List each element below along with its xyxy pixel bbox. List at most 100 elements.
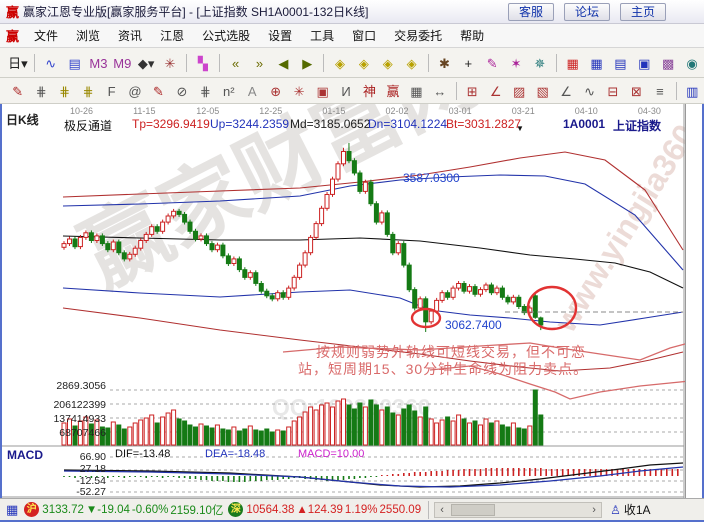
text-tool-icon[interactable]: A (247, 83, 257, 99)
menu-item-1[interactable]: 文件 (34, 29, 59, 43)
gann-fan-icon[interactable]: ∠ (489, 83, 502, 99)
pencil-tool-icon[interactable]: ✎ (12, 83, 24, 99)
trend-tool-icon[interactable]: ∿ (45, 55, 57, 71)
color-chart-icon[interactable]: ▚ (197, 55, 208, 71)
zoom-diamond-1-icon[interactable]: ◈ (335, 55, 346, 71)
x-axis-date: 03-21 (511, 106, 535, 116)
zoom-diamond-2-icon[interactable]: ◈ (358, 55, 369, 71)
quote-list-icon[interactable]: ▤ (68, 55, 81, 71)
shen-tool-icon[interactable]: 神 (363, 83, 377, 99)
toolbar-separator (455, 81, 457, 100)
annotation-text-line1: 按规则弱势外轨线可短线交易，但不可恋 (316, 344, 586, 360)
pan-hand-icon[interactable]: ✱ (438, 55, 450, 71)
toolbar-separator (323, 53, 325, 72)
draw-line-icon[interactable]: ✎ (486, 55, 498, 71)
crosshair-icon[interactable]: + (464, 55, 473, 71)
menu-item-6[interactable]: 设置 (268, 29, 293, 43)
symbol-name: 上证指数 (613, 119, 662, 133)
macd-axis-label-4: -52.27 (76, 486, 106, 498)
scrollbar-thumb[interactable] (451, 503, 496, 516)
home-button[interactable]: 主页 (620, 2, 666, 21)
quote-board-icon[interactable]: ▦ (6, 501, 19, 517)
step-forward-icon[interactable]: ▶ (302, 55, 313, 71)
box-target-icon[interactable]: ▣ (316, 83, 329, 99)
sh-index-change: ▼-19.04 (85, 503, 130, 516)
fibonacci-f-icon[interactable]: F (107, 83, 116, 99)
horizontal-scrollbar[interactable]: ‹ › (434, 501, 603, 518)
width-tool-icon[interactable]: ↔ (433, 83, 447, 99)
grid-123-icon[interactable]: ▦ (410, 83, 423, 99)
customer-service-button[interactable]: 客服 (508, 2, 554, 21)
x-axis-date: 04-10 (574, 106, 598, 116)
menu-logo-icon: 赢 (6, 29, 20, 44)
period-day-dropdown[interactable]: 日▾ (8, 55, 28, 71)
volume-axis-label-2: 137414933 (53, 413, 106, 425)
wave-3-icon[interactable]: M3 (89, 55, 108, 71)
app-logo-icon: 赢 (6, 5, 20, 20)
marker-pen-icon[interactable]: ✎ (152, 83, 164, 99)
ruler-1-icon[interactable]: ⋕ (35, 83, 47, 99)
macd-panel-label: MACD (7, 448, 43, 462)
zoom-diamond-4-icon[interactable]: ◈ (406, 55, 417, 71)
ruler-2-icon[interactable]: ⋕ (199, 83, 211, 99)
star-target-icon[interactable]: ✳ (293, 83, 305, 99)
menu-item-2[interactable]: 浏览 (76, 29, 101, 43)
sz-index-amount: 2550.09 (379, 503, 422, 516)
gann-tool-icon[interactable]: ✶ (510, 55, 522, 71)
wave-9-icon[interactable]: M9 (113, 55, 132, 71)
gold-ratio-2-icon[interactable]: ⋕ (82, 83, 94, 99)
step-back-icon[interactable]: ◀ (278, 55, 289, 71)
forum-button[interactable]: 论坛 (564, 2, 610, 21)
calendar-icon[interactable]: ▦ (566, 55, 579, 71)
period-label[interactable]: 日K线 (6, 113, 39, 127)
notepad-icon[interactable]: ▤ (614, 55, 627, 71)
time-grid-icon[interactable]: ⊠ (630, 83, 642, 99)
cycle-tool-icon[interactable]: ✵ (534, 55, 546, 71)
menu-item-9[interactable]: 交易委托 (394, 29, 443, 43)
menu-item-3[interactable]: 资讯 (118, 29, 143, 43)
menu-item-5[interactable]: 公式选股 (202, 29, 251, 43)
sh-index-pct: -0.60% (131, 503, 169, 516)
window-title: 赢家江恩专业版[赢家服务平台] - [上证指数 SH1A0001-132日K线] (23, 5, 369, 19)
gann-grid-icon[interactable]: ▨ (513, 83, 526, 99)
chart-marker-icon[interactable]: ♙ (610, 502, 621, 517)
calculator-icon[interactable]: ▦ (590, 55, 603, 71)
mirror-tool-icon[interactable]: И (341, 83, 351, 99)
spiral-tool-icon[interactable]: @ (128, 83, 142, 99)
menu-item-8[interactable]: 窗口 (352, 29, 377, 43)
shenzhen-badge-icon: 深 (228, 502, 244, 517)
menu-item-7[interactable]: 工具 (310, 29, 335, 43)
circle-target-icon[interactable]: ⊕ (270, 83, 282, 99)
x-axis-date: 11-15 (133, 106, 156, 116)
parallel-lines-icon[interactable]: ≡ (656, 83, 664, 99)
toolbar-row-2: ✎ ⋕ ⋕ ⋕ F @ ✎ ⊘ ⋕ n² A ⊕ ✳ ▣ И 神赢 ▦ ↔ ⊞ ∠ ▨ ▧ ∠ ∿ ⊟ ⊠ ≡ ▥ (0, 78, 704, 104)
wave-lines-icon[interactable]: ∿ (584, 83, 595, 99)
shaded-box-icon[interactable]: ▧ (536, 83, 549, 99)
square-n2-icon[interactable]: n² (223, 83, 235, 99)
save-icon[interactable]: ▣ (638, 55, 651, 71)
macd-axis-label-2: 27.18 (79, 463, 106, 475)
menu-item-4[interactable]: 江恩 (160, 29, 185, 43)
menu-item-10[interactable]: 帮助 (460, 29, 485, 43)
price-grid-icon[interactable]: ⊟ (607, 83, 619, 99)
scroll-left-arrow-icon[interactable]: ‹ (440, 503, 444, 516)
right-scroll-strip[interactable] (685, 104, 702, 498)
layout-tool-icon[interactable]: ▥ (686, 83, 699, 99)
macd-axis-label-1: 66.90 (79, 451, 106, 463)
gann-box-icon[interactable]: ⊞ (466, 83, 478, 99)
zoom-diamond-3-icon[interactable]: ◈ (382, 55, 393, 71)
export-chart-icon[interactable]: ▩ (661, 55, 675, 71)
kline-chart-svg[interactable]: ▼ (0, 104, 704, 498)
scroll-right-arrow-icon[interactable]: › (592, 503, 596, 516)
candle-type-dropdown[interactable]: ◆▾ (137, 55, 155, 71)
web-link-icon[interactable]: ◉ (686, 55, 698, 71)
pattern-tool-icon[interactable]: ✳ (164, 55, 176, 71)
close-price-label: 收1A (623, 503, 651, 517)
ying-tool-icon[interactable]: 赢 (386, 83, 400, 99)
menu-bar: 赢 文件 浏览 资讯 江恩 公式选股 设置 工具 窗口 交易委托 帮助 (0, 24, 704, 48)
go-last-icon[interactable]: » (255, 55, 264, 71)
gold-ratio-1-icon[interactable]: ⋕ (59, 83, 71, 99)
angle-lines-icon[interactable]: ∠ (560, 83, 572, 99)
go-first-icon[interactable]: « (232, 55, 240, 71)
clock-tool-icon[interactable]: ⊘ (176, 83, 188, 99)
